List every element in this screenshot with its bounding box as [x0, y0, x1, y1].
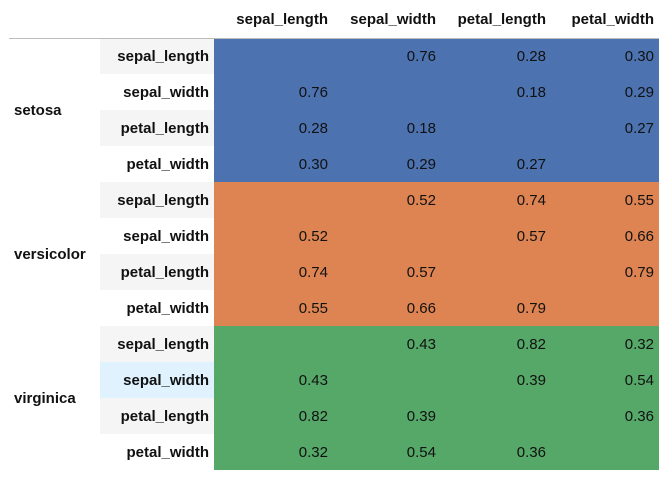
row-label: petal_length [100, 398, 214, 434]
table-cell: 0.32 [551, 326, 659, 362]
table-cell: 0.30 [214, 146, 333, 182]
table-cell: 0.66 [551, 218, 659, 254]
group-label-setosa: setosa [9, 37, 100, 182]
row-label: sepal_length [100, 182, 214, 218]
table-cell: 0.82 [441, 326, 551, 362]
column-header-petal-width[interactable]: petal_width [571, 11, 654, 29]
table-cell: 0.74 [441, 182, 551, 218]
table-row: petal_width 0.55 0.66 0.79 [9, 290, 659, 326]
table-row: sepal_width 0.76 0.18 0.29 [9, 74, 659, 110]
header-corner-group [9, 2, 100, 38]
table-row: versicolor sepal_length 0.52 0.74 0.55 [9, 182, 659, 326]
table-cell [214, 37, 333, 74]
table-cell: 0.55 [551, 182, 659, 218]
table-cell [441, 398, 551, 434]
header-corner-row [100, 2, 214, 38]
table-cell: 0.43 [333, 326, 441, 362]
row-label: sepal_width [123, 227, 209, 245]
table-cell [333, 74, 441, 110]
table-cell: 0.30 [551, 37, 659, 74]
row-label: petal_length [100, 254, 214, 290]
table-cell: 0.79 [551, 254, 659, 290]
table-cell: 0.76 [214, 74, 333, 110]
table-cell [441, 110, 551, 146]
table-cell: 0.74 [214, 254, 333, 290]
table-cell: 0.52 [214, 218, 333, 254]
table-cell: 0.52 [333, 182, 441, 218]
table-cell: 0.28 [214, 110, 333, 146]
column-header-sepal-length[interactable]: sepal_length [236, 11, 328, 29]
table-cell: 0.39 [441, 362, 551, 398]
table-cell [333, 218, 441, 254]
group-label-virginica: virginica [9, 326, 100, 470]
table-header: sepal_length sepal_width petal_length pe… [9, 2, 659, 38]
column-header-petal-length[interactable]: petal_length [457, 11, 546, 29]
row-label-hovered: sepal_width [100, 362, 214, 398]
table-cell: 0.55 [214, 290, 333, 326]
table-cell [214, 326, 333, 362]
grouped-correlation-table: sepal_length sepal_width petal_length pe… [9, 2, 659, 470]
table-cell: 0.36 [551, 398, 659, 434]
table-cell [551, 290, 659, 326]
row-label: petal_width [126, 443, 209, 461]
table-cell: 0.28 [441, 37, 551, 74]
table-cell: 0.29 [551, 74, 659, 110]
row-label: petal_width [126, 299, 209, 317]
table-cell [551, 434, 659, 470]
table-cell: 0.57 [441, 218, 551, 254]
row-label: petal_length [100, 110, 214, 146]
table-cell: 0.32 [214, 434, 333, 470]
table-row: petal_width 0.30 0.29 0.27 [9, 146, 659, 182]
table-cell: 0.27 [551, 110, 659, 146]
table-row: setosa sepal_length 0.76 0.28 0.30 [9, 37, 659, 182]
row-label: sepal_length [100, 37, 214, 74]
table-row: sepal_width 0.43 0.39 0.54 [9, 362, 659, 398]
table-cell: 0.18 [441, 74, 551, 110]
table-cell: 0.27 [441, 146, 551, 182]
table-row: sepal_width 0.52 0.57 0.66 [9, 218, 659, 254]
table-cell: 0.82 [214, 398, 333, 434]
table-cell: 0.54 [333, 434, 441, 470]
row-label: sepal_length [100, 326, 214, 362]
row-label: petal_width [126, 155, 209, 173]
table-cell [441, 254, 551, 290]
table-cell: 0.76 [333, 37, 441, 74]
table-cell: 0.43 [214, 362, 333, 398]
table-cell [333, 362, 441, 398]
header-row: sepal_length sepal_width petal_length pe… [9, 2, 659, 38]
row-label: sepal_width [123, 83, 209, 101]
table-cell: 0.36 [441, 434, 551, 470]
table-cell: 0.57 [333, 254, 441, 290]
table-cell: 0.18 [333, 110, 441, 146]
table-row: petal_length 0.28 0.18 0.27 [9, 110, 659, 146]
table-cell: 0.39 [333, 398, 441, 434]
table-cell: 0.79 [441, 290, 551, 326]
group-label-versicolor: versicolor [9, 182, 100, 326]
table-body: setosa sepal_length 0.76 0.28 0.30 sepal… [9, 37, 659, 470]
table-cell: 0.54 [551, 362, 659, 398]
table-cell: 0.66 [333, 290, 441, 326]
table-row: petal_length 0.82 0.39 0.36 [9, 398, 659, 434]
table-cell: 0.29 [333, 146, 441, 182]
table-cell [214, 182, 333, 218]
table-row: petal_length 0.74 0.57 0.79 [9, 254, 659, 290]
table-row: virginica sepal_length 0.43 0.82 0.32 [9, 326, 659, 470]
table-cell [551, 146, 659, 182]
table-row: petal_width 0.32 0.54 0.36 [9, 434, 659, 470]
column-header-sepal-width[interactable]: sepal_width [350, 11, 436, 29]
